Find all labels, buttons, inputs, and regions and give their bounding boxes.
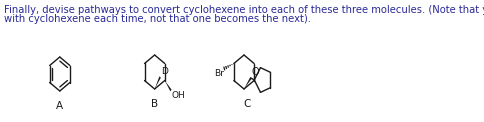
Text: Br: Br (213, 70, 223, 78)
Text: OH: OH (171, 92, 185, 101)
Text: D: D (161, 67, 167, 76)
Text: B: B (151, 99, 158, 109)
Text: O: O (251, 67, 258, 77)
Text: with cyclohexene each time, not that one becomes the next).: with cyclohexene each time, not that one… (4, 14, 310, 24)
Text: C: C (243, 99, 251, 109)
Text: A: A (56, 101, 63, 111)
Polygon shape (165, 81, 171, 91)
Polygon shape (154, 76, 161, 89)
Text: Finally, devise pathways to convert cyclohexene into each of these three molecul: Finally, devise pathways to convert cycl… (4, 5, 484, 15)
Polygon shape (243, 77, 251, 89)
